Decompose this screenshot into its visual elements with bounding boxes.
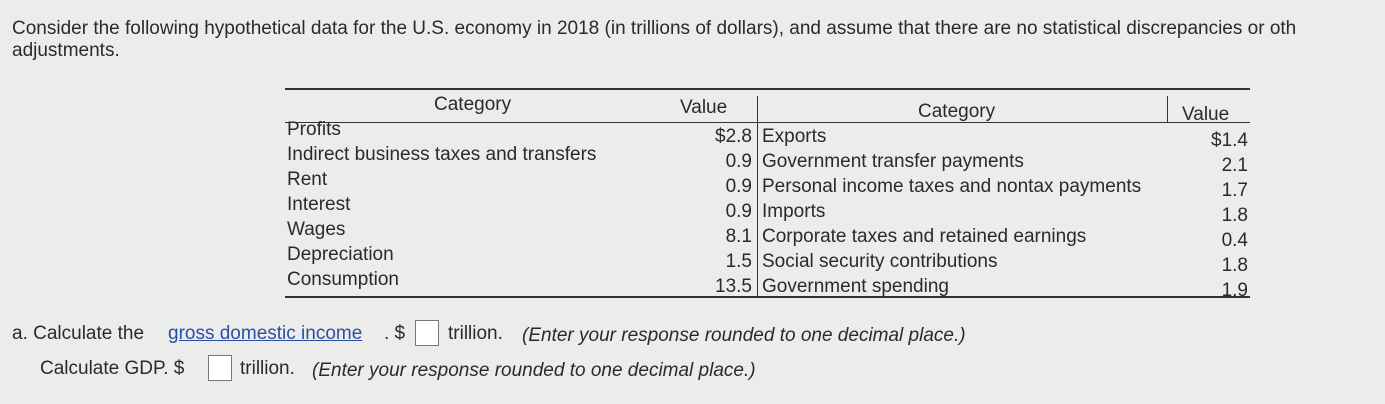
unit-text: trillion. [448,323,503,344]
value-cell: 0.9 [725,201,752,222]
value-cell: 1.7 [1221,180,1248,201]
category-cell: Imports [762,201,826,222]
header-rule [285,122,1250,123]
value-cell: $2.8 [715,126,752,147]
question-text: Calculate GDP. $ [40,358,185,379]
value-cell: $1.4 [1211,130,1248,151]
value-cell: 1.5 [725,251,752,272]
value-cell: 0.9 [725,151,752,172]
intro-line: adjustments. [12,40,120,61]
table-header: Category [918,101,996,122]
category-cell: Indirect business taxes and transfers [287,144,597,165]
value-cell: 2.1 [1221,155,1248,176]
table-header: Value [680,97,728,118]
category-cell: Social security contributions [762,251,998,272]
category-cell: Government spending [762,276,949,297]
category-cell: Personal income taxes and nontax payment… [762,176,1142,197]
category-cell: Interest [287,194,351,215]
value-cell: 13.5 [715,276,752,297]
category-cell: Exports [762,126,827,147]
category-cell: Profits [287,119,341,140]
table-top-rule [285,88,1250,90]
value-cell: 8.1 [725,226,752,247]
column-rule [1167,96,1168,122]
value-cell: 0.4 [1221,230,1248,251]
category-cell: Government transfer payments [762,151,1024,172]
table-bottom-rule [285,296,1250,298]
hint-text: (Enter your response rounded to one deci… [522,325,966,346]
column-rule [757,96,758,296]
answer-input[interactable] [415,320,439,346]
category-cell: Wages [287,219,346,240]
glossary-link[interactable]: gross domestic income [168,323,363,344]
value-cell: 1.8 [1221,205,1248,226]
category-cell: Consumption [287,269,399,290]
category-cell: Depreciation [287,244,394,265]
question-text: a. Calculate the [12,323,145,344]
intro-line: Consider the following hypothetical data… [12,18,1297,39]
value-cell: 1.9 [1221,280,1248,301]
question-text: . $ [384,323,406,344]
table-header: Category [434,94,512,115]
category-cell: Corporate taxes and retained earnings [762,226,1087,247]
hint-text: (Enter your response rounded to one deci… [312,360,756,381]
value-cell: 1.8 [1221,255,1248,276]
unit-text: trillion. [240,358,295,379]
table-header: Value [1182,104,1230,125]
value-cell: 0.9 [725,176,752,197]
category-cell: Rent [287,169,328,190]
answer-input[interactable] [208,355,232,381]
